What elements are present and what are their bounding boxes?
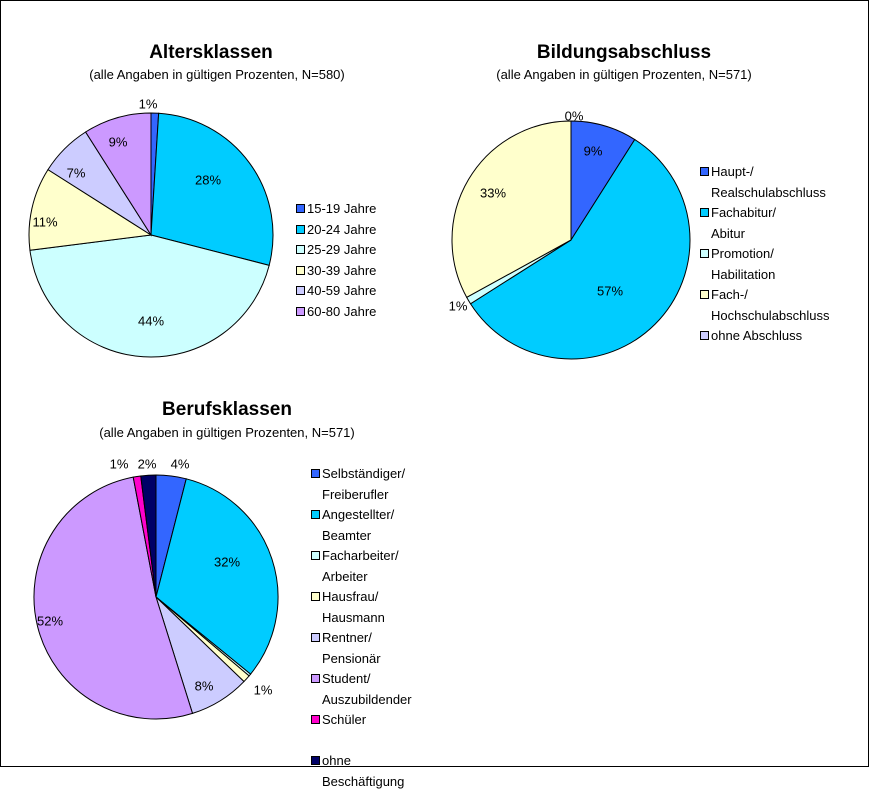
legend-swatch — [311, 592, 320, 601]
data-label: 2% — [138, 456, 157, 471]
legend-label: Student/ — [322, 669, 412, 690]
legend-swatch — [311, 551, 320, 560]
legend-label: Beschäftigung — [322, 772, 412, 792]
data-label: 32% — [214, 554, 240, 569]
legend-label: Rentner/ — [322, 628, 412, 649]
legend-label: Pensionär — [322, 649, 412, 670]
data-label: 8% — [195, 678, 214, 693]
legend-item: Selbständiger/Freiberufler — [311, 464, 412, 505]
figure-frame: Altersklassen (alle Angaben in gültigen … — [0, 0, 869, 767]
legend-label — [322, 731, 412, 752]
legend-item: Rentner/Pensionär — [311, 628, 412, 669]
data-label: 4% — [171, 456, 190, 471]
legend-label: Arbeiter — [322, 567, 412, 588]
legend-item: Angestellter/Beamter — [311, 505, 412, 546]
legend-item: Hausfrau/Hausmann — [311, 587, 412, 628]
legend-label: ohne — [322, 751, 412, 772]
pie-chart-svg: 4% 32% 1% 8% 52% 1% 2% — [1, 1, 869, 768]
legend-swatch — [311, 715, 320, 724]
legend-item: Facharbeiter/Arbeiter — [311, 546, 412, 587]
legend-label: Auszubildender — [322, 690, 412, 711]
legend-label: Selbständiger/ — [322, 464, 412, 485]
legend-swatch — [311, 756, 320, 765]
legend-label: Freiberufler — [322, 485, 412, 506]
data-label: 1% — [110, 456, 129, 471]
legend-swatch — [311, 674, 320, 683]
legend-swatch — [311, 510, 320, 519]
legend-item: Schüler — [311, 710, 412, 751]
legend-label: Facharbeiter/ — [322, 546, 412, 567]
legend-label: Angestellter/ — [322, 505, 412, 526]
legend-label: Hausfrau/ — [322, 587, 412, 608]
data-label: 1% — [254, 682, 273, 697]
data-label: 52% — [37, 613, 63, 628]
legend-label: Beamter — [322, 526, 412, 547]
legend-label: Hausmann — [322, 608, 412, 629]
legend-label: Schüler — [322, 710, 412, 731]
legend-item: Student/Auszubildender — [311, 669, 412, 710]
legend-swatch — [311, 469, 320, 478]
legend-swatch — [311, 633, 320, 642]
